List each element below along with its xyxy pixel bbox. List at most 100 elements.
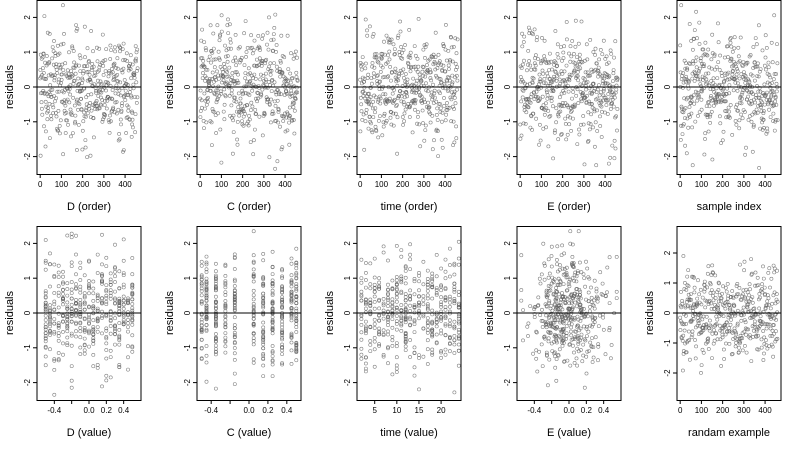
data-point (414, 78, 419, 83)
data-point (56, 109, 61, 113)
data-point (219, 160, 224, 165)
data-point (556, 112, 560, 117)
data-point (576, 41, 581, 46)
data-point (440, 110, 445, 115)
data-point (69, 343, 74, 348)
data-point (752, 60, 757, 65)
data-point (213, 288, 218, 293)
data-point (108, 282, 113, 287)
data-point (78, 88, 83, 93)
data-point (199, 98, 204, 103)
data-point (82, 328, 87, 333)
data-point (363, 306, 368, 311)
data-point (768, 85, 773, 90)
data-point (78, 297, 83, 302)
data-point (598, 124, 603, 128)
data-point (600, 74, 605, 78)
data-point (358, 77, 363, 82)
data-point (691, 316, 696, 321)
data-point (552, 303, 557, 308)
data-point (204, 303, 209, 308)
data-point (753, 36, 758, 41)
data-point (61, 341, 65, 346)
data-point (252, 38, 257, 43)
data-point (399, 328, 404, 333)
data-point (605, 265, 610, 270)
data-point (108, 375, 113, 380)
data-point (56, 284, 61, 289)
data-point (594, 296, 599, 301)
data-point (280, 268, 285, 273)
data-point (61, 352, 65, 357)
data-point (768, 306, 773, 311)
data-point (775, 118, 780, 123)
data-point (727, 91, 732, 96)
data-point (91, 329, 96, 334)
data-point (82, 317, 87, 322)
data-point (730, 289, 735, 293)
data-point (199, 330, 204, 335)
data-point (540, 68, 545, 73)
data-point (76, 101, 81, 106)
data-point (399, 45, 404, 49)
data-point (82, 351, 87, 356)
data-point (443, 347, 448, 352)
data-point (359, 280, 364, 285)
data-point (261, 311, 266, 316)
data-point (754, 107, 759, 112)
data-point (64, 110, 69, 115)
data-point (690, 329, 695, 334)
data-point (554, 326, 558, 331)
data-point (556, 55, 561, 60)
data-point (239, 58, 244, 63)
data-point (735, 281, 740, 286)
data-point (69, 333, 74, 338)
data-point (368, 342, 373, 347)
data-point (538, 96, 543, 101)
data-point (566, 89, 571, 94)
data-point (71, 95, 76, 100)
y-tick-label: 0 (503, 84, 512, 89)
data-point (94, 89, 99, 93)
data-point (725, 281, 730, 286)
data-point (437, 59, 442, 64)
data-point (399, 303, 404, 307)
data-point (87, 304, 91, 309)
x-tick-label: 0.4 (118, 406, 130, 415)
data-point (204, 360, 209, 365)
data-point (447, 294, 452, 299)
data-point (611, 104, 616, 109)
data-point (443, 322, 448, 327)
data-point (557, 333, 561, 338)
data-point (417, 302, 421, 307)
data-point (218, 89, 223, 94)
data-point (425, 293, 430, 298)
data-point (708, 121, 713, 125)
data-point (576, 339, 581, 344)
data-point (724, 320, 729, 325)
data-point (130, 282, 135, 287)
data-point (572, 350, 576, 355)
data-point (215, 96, 220, 101)
data-point (270, 349, 275, 354)
data-point (552, 74, 556, 79)
y-tick-label: 2 (23, 15, 32, 20)
data-point (48, 83, 53, 88)
data-point (104, 336, 109, 341)
data-point (756, 326, 761, 331)
data-point (394, 295, 399, 300)
data-point (270, 326, 275, 331)
data-point (52, 317, 57, 322)
data-point (454, 51, 459, 56)
data-point (562, 69, 567, 74)
data-point (394, 79, 399, 84)
data-point (57, 51, 62, 56)
data-point (401, 48, 406, 52)
data-point (43, 258, 48, 263)
data-point (615, 107, 620, 111)
data-point (74, 23, 79, 28)
data-point (557, 72, 561, 77)
data-point (278, 124, 282, 129)
data-point (681, 85, 685, 90)
data-point (699, 107, 704, 112)
